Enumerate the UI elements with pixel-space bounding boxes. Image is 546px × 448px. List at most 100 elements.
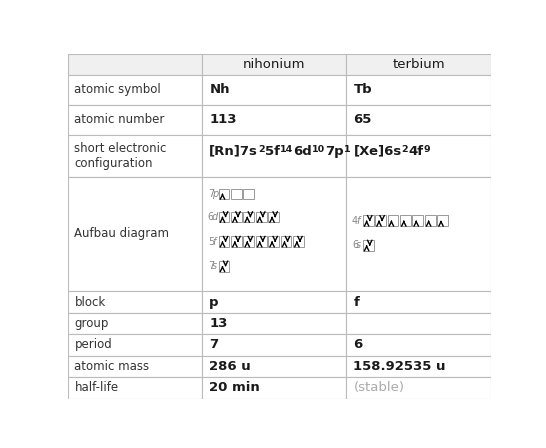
Bar — [346, 313, 491, 334]
Bar — [293, 236, 304, 247]
Bar — [231, 211, 242, 222]
Bar — [68, 356, 201, 377]
Text: 286 u: 286 u — [209, 360, 251, 373]
Text: [Rn]7s: [Rn]7s — [209, 145, 258, 158]
Bar — [363, 240, 373, 251]
Bar — [346, 177, 491, 291]
Text: 2: 2 — [402, 145, 408, 154]
Text: p: p — [212, 189, 218, 199]
Text: block: block — [74, 296, 106, 309]
Bar — [346, 377, 491, 399]
Text: 1: 1 — [343, 145, 350, 154]
Bar — [201, 356, 346, 377]
Text: d: d — [212, 212, 218, 222]
Bar — [268, 211, 279, 222]
Text: 65: 65 — [353, 113, 372, 126]
Text: period: period — [74, 338, 112, 351]
Text: 13: 13 — [209, 317, 228, 330]
Text: 6: 6 — [353, 338, 363, 351]
Bar — [218, 211, 229, 222]
Bar — [231, 236, 242, 247]
Text: 20 min: 20 min — [209, 381, 260, 394]
Bar — [375, 215, 386, 226]
Bar — [68, 313, 201, 334]
Bar — [201, 377, 346, 399]
Bar — [346, 74, 491, 104]
Bar — [363, 215, 373, 226]
Text: 4f: 4f — [408, 145, 424, 158]
Bar — [218, 189, 229, 199]
Bar — [201, 135, 346, 177]
Text: half-life: half-life — [74, 381, 118, 394]
Bar — [346, 356, 491, 377]
Bar — [201, 54, 346, 74]
Text: nihonium: nihonium — [242, 58, 305, 71]
Text: f: f — [212, 237, 215, 247]
Text: Aufbau diagram: Aufbau diagram — [74, 228, 169, 241]
Text: 4: 4 — [352, 216, 358, 226]
Bar — [218, 261, 229, 271]
Text: 158.92535 u: 158.92535 u — [353, 360, 446, 373]
Bar — [268, 236, 279, 247]
Bar — [256, 211, 266, 222]
Bar — [346, 104, 491, 135]
Bar — [68, 377, 201, 399]
Text: 2: 2 — [258, 145, 265, 154]
Bar — [68, 74, 201, 104]
Bar — [201, 74, 346, 104]
Text: s: s — [212, 261, 217, 271]
Text: atomic symbol: atomic symbol — [74, 83, 161, 96]
Bar — [68, 54, 201, 74]
Bar — [412, 215, 423, 226]
Text: 7: 7 — [209, 338, 218, 351]
Bar — [437, 215, 448, 226]
Text: 6: 6 — [352, 241, 358, 250]
Text: 113: 113 — [209, 113, 237, 126]
Text: 10: 10 — [312, 145, 325, 154]
Bar — [68, 135, 201, 177]
Bar — [346, 291, 491, 313]
Text: short electronic
configuration: short electronic configuration — [74, 142, 167, 170]
Text: 9: 9 — [424, 145, 430, 154]
Bar — [201, 334, 346, 356]
Bar — [231, 189, 242, 199]
Bar — [201, 104, 346, 135]
Text: Nh: Nh — [209, 83, 230, 96]
Text: 6: 6 — [207, 212, 214, 222]
Bar — [281, 236, 292, 247]
Text: 5: 5 — [207, 237, 214, 247]
Text: f: f — [356, 216, 359, 226]
Text: 7: 7 — [207, 189, 214, 199]
Text: 7p: 7p — [325, 145, 343, 158]
Bar — [256, 236, 266, 247]
Bar — [201, 291, 346, 313]
Bar — [68, 177, 201, 291]
Text: group: group — [74, 317, 109, 330]
Text: 7: 7 — [207, 261, 214, 271]
Text: (stable): (stable) — [353, 381, 405, 394]
Bar — [346, 54, 491, 74]
Bar — [244, 236, 254, 247]
Text: [Xe]6s: [Xe]6s — [353, 145, 402, 158]
Text: atomic mass: atomic mass — [74, 360, 150, 373]
Bar — [218, 236, 229, 247]
Bar — [68, 334, 201, 356]
Bar — [346, 334, 491, 356]
Text: s: s — [356, 241, 361, 250]
Bar — [388, 215, 399, 226]
Bar — [68, 104, 201, 135]
Bar — [244, 211, 254, 222]
Text: p: p — [209, 296, 219, 309]
Text: terbium: terbium — [392, 58, 445, 71]
Text: 6d: 6d — [293, 145, 312, 158]
Text: 14: 14 — [280, 145, 293, 154]
Text: f: f — [353, 296, 359, 309]
Bar — [201, 177, 346, 291]
Text: 5f: 5f — [265, 145, 280, 158]
Bar — [346, 135, 491, 177]
Bar — [68, 291, 201, 313]
Bar — [400, 215, 411, 226]
Bar — [244, 189, 254, 199]
Text: Tb: Tb — [353, 83, 372, 96]
Text: atomic number: atomic number — [74, 113, 165, 126]
